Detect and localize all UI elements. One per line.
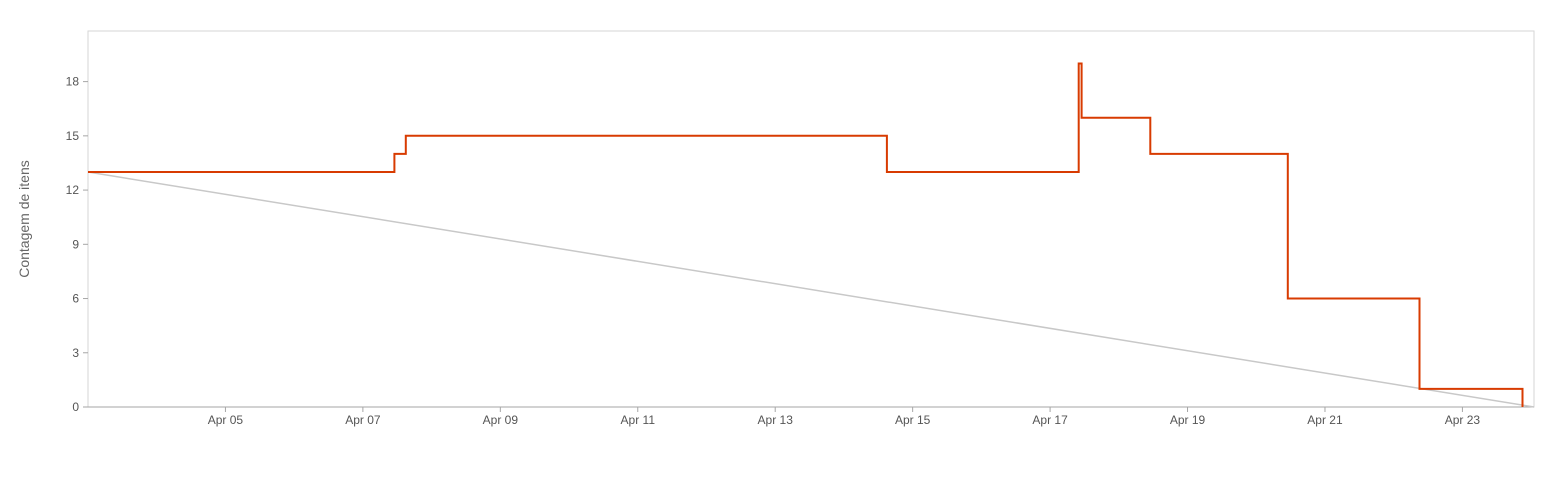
series-layer	[87, 62, 1535, 408]
y-tick-label: 0	[72, 400, 79, 414]
y-tick-label: 9	[72, 237, 79, 251]
x-tick-label: Apr 21	[1307, 413, 1343, 427]
x-tick-label: Apr 05	[208, 413, 244, 427]
y-axis-title: Contagem de itens	[16, 160, 32, 278]
y-tick-label: 18	[66, 75, 80, 89]
x-tick-label: Apr 23	[1445, 413, 1481, 427]
y-tick-label: 12	[66, 183, 80, 197]
remaining-items-series	[88, 62, 1524, 407]
x-tick-label: Apr 15	[895, 413, 931, 427]
ideal-trend-series	[87, 171, 1535, 408]
y-tick-label: 6	[72, 292, 79, 306]
x-tick-label: Apr 19	[1170, 413, 1206, 427]
x-tick-label: Apr 13	[758, 413, 794, 427]
plot-frame	[87, 30, 1535, 408]
x-tick-label: Apr 17	[1032, 413, 1068, 427]
y-axis: 0 3 6 9 12 15 18	[66, 75, 88, 414]
x-axis: Apr 05 Apr 07 Apr 09 Apr 11 Apr 13 Apr 15 Apr …	[88, 406, 1534, 427]
y-tick-label: 3	[72, 346, 79, 360]
x-tick-label: Apr 11	[621, 413, 656, 427]
x-tick-label: Apr 09	[483, 413, 519, 427]
x-tick-label: Apr 07	[345, 413, 381, 427]
y-tick-label: 15	[66, 129, 80, 143]
